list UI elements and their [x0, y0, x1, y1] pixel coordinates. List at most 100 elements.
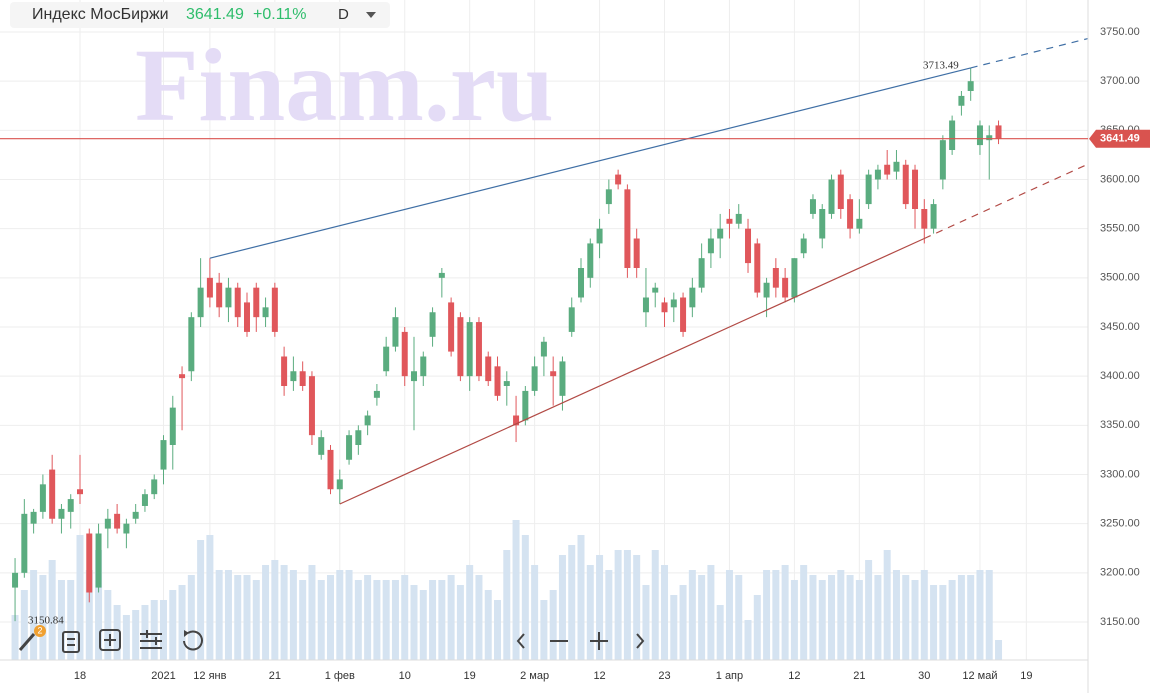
volume-bar: [466, 565, 474, 660]
interval[interactable]: D: [338, 6, 349, 23]
candle-body: [680, 297, 687, 332]
y-tick-label: 3600.00: [1100, 173, 1140, 185]
volume-bar: [753, 595, 761, 660]
volume-bar: [327, 575, 335, 660]
volume-bar: [95, 550, 103, 660]
volume-bar: [707, 565, 715, 660]
candle-body: [475, 322, 482, 377]
volume-bar: [642, 585, 650, 660]
volume-bar: [939, 585, 947, 660]
candle-body: [735, 213, 742, 224]
candle-body: [67, 499, 74, 512]
x-tick-label: 18: [74, 670, 86, 682]
volume-bar: [169, 590, 177, 660]
volume-bar: [271, 560, 279, 660]
x-tick-label: 12: [788, 670, 800, 682]
scroll-right[interactable]: [636, 633, 645, 649]
volume-bar: [308, 565, 316, 660]
volume-bar: [623, 550, 631, 660]
volume-bar: [605, 570, 613, 660]
volume-bar: [614, 550, 622, 660]
candle-body: [132, 511, 139, 519]
candle-body: [39, 484, 46, 512]
candle-body: [856, 218, 863, 229]
candle-body: [624, 189, 631, 268]
list-tool[interactable]: [62, 631, 80, 653]
candle-body: [596, 228, 603, 244]
volume-bar: [883, 550, 891, 660]
volume-bar: [289, 570, 297, 660]
header-box: [10, 2, 390, 28]
volume-bar: [930, 585, 938, 660]
y-tick-label: 3300.00: [1100, 468, 1140, 480]
volume-bar: [447, 575, 455, 660]
volume-bar: [141, 605, 149, 660]
draw-tool[interactable]: [18, 625, 46, 651]
volume-bar: [215, 570, 223, 660]
volume-bar: [67, 580, 75, 660]
volume-bar: [494, 600, 502, 660]
volume-bar: [531, 565, 539, 660]
candle-body: [986, 135, 993, 141]
volume-bar: [976, 570, 984, 660]
volume-bar: [818, 580, 826, 660]
volume-bar: [865, 560, 873, 660]
candle-body: [49, 469, 56, 519]
volume-bar: [670, 595, 678, 660]
x-tick-label: 12 май: [962, 670, 997, 682]
y-tick-label: 3350.00: [1100, 419, 1140, 431]
scroll-left[interactable]: [516, 633, 525, 649]
candle-body: [141, 494, 148, 506]
volume-bar: [911, 580, 919, 660]
volume-bar: [132, 610, 140, 660]
volume-bar: [577, 535, 585, 660]
x-tick-label: 21: [269, 670, 281, 682]
volume-bar: [846, 575, 854, 660]
volume-bar: [948, 580, 956, 660]
volume-bar: [299, 580, 307, 660]
y-tick-label: 3750.00: [1100, 26, 1140, 38]
candle-body: [188, 317, 195, 372]
interval-dropdown[interactable]: [366, 12, 376, 18]
candle-body: [642, 297, 649, 313]
volume-bar: [419, 590, 427, 660]
candle-body: [540, 341, 547, 357]
candle-body: [531, 366, 538, 391]
candle-body: [828, 179, 835, 214]
candle-body: [995, 125, 1002, 139]
volume-bar: [280, 565, 288, 660]
volume-bar: [39, 575, 47, 660]
candle-body: [448, 302, 455, 352]
candle-body: [77, 489, 83, 495]
settings[interactable]: [140, 630, 162, 649]
x-tick-label: 1 фев: [325, 670, 355, 682]
candle-body: [281, 356, 288, 386]
candle-body: [633, 238, 640, 268]
volume-bar: [995, 640, 1003, 660]
volume-bar: [920, 570, 928, 660]
volume-bar: [234, 575, 242, 660]
reset[interactable]: [183, 630, 203, 651]
x-tick-label: 19: [1020, 670, 1032, 682]
trend-annotation: 3713.49: [923, 59, 959, 71]
candle-body: [939, 140, 946, 180]
price-pane: [12, 37, 1088, 622]
candle-body: [429, 312, 436, 337]
volume-bar: [809, 575, 817, 660]
candle-body: [373, 390, 380, 398]
volume-bar: [391, 580, 399, 660]
x-tick-label: 1 апр: [716, 670, 743, 682]
candle-body: [383, 346, 390, 372]
zoom-in[interactable]: [590, 632, 608, 650]
add-indicator[interactable]: [99, 629, 121, 651]
candle-body: [698, 258, 705, 288]
volume-bar: [252, 580, 260, 660]
candle-body: [568, 307, 575, 332]
candle-body: [392, 317, 399, 347]
volume-bar: [382, 580, 390, 660]
y-tick-label: 3450.00: [1100, 321, 1140, 333]
y-tick-label: 3400.00: [1100, 370, 1140, 382]
volume-bar: [456, 585, 464, 660]
trend-line: [339, 237, 925, 505]
